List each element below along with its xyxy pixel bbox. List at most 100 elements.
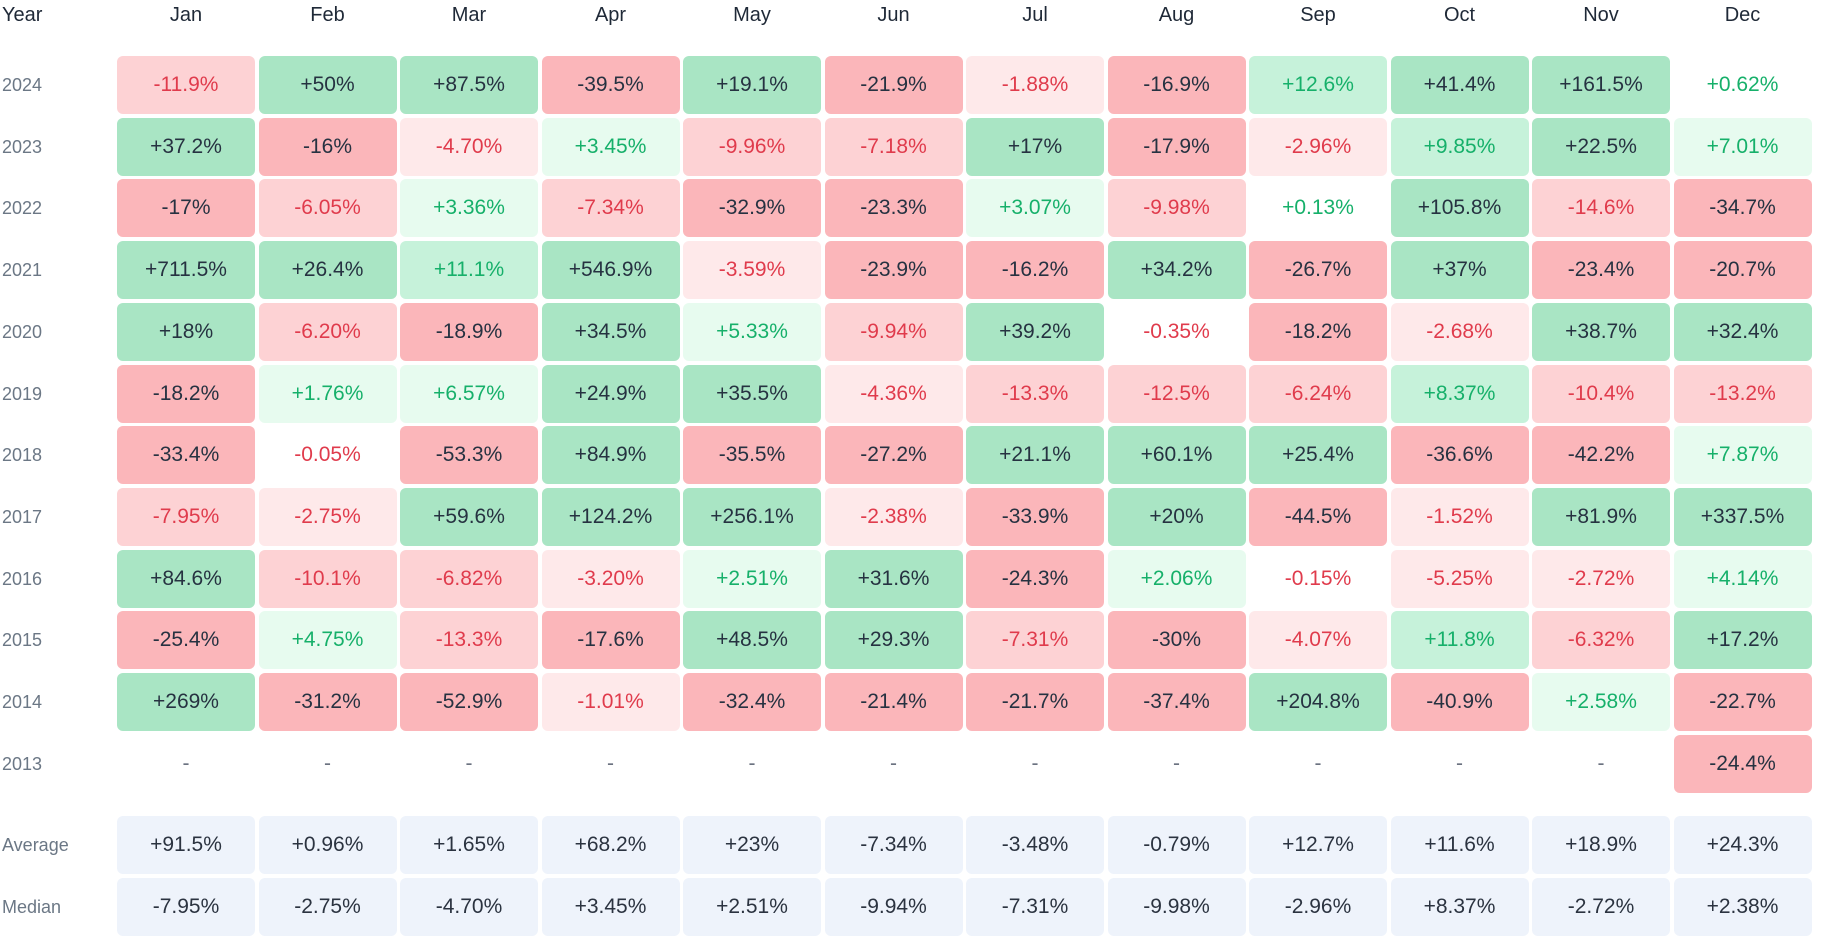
- year-label-2019: 2019: [2, 383, 43, 404]
- year-label-2017: 2017: [2, 506, 43, 527]
- summary-cell-median-feb: -2.75%: [258, 877, 397, 936]
- return-cell-2020-dec: +32.4%: [1673, 302, 1812, 361]
- summary-cell-average-jan: +91.5%: [117, 816, 255, 874]
- year-label-2023: 2023: [2, 136, 43, 157]
- return-cell-2018-feb: -0.05%: [258, 426, 397, 485]
- return-cell-2023-feb: -16%: [258, 117, 397, 176]
- return-cell-2024-sep: +12.6%: [1249, 56, 1387, 114]
- return-cell-2022-jun: -23.3%: [824, 179, 963, 238]
- return-cell-2020-jun: -9.94%: [824, 302, 963, 361]
- return-cell-2015-mar: -13.3%: [400, 611, 538, 670]
- return-cell-2024-nov: +161.5%: [1532, 56, 1670, 114]
- return-cell-2020-aug: -0.35%: [1107, 302, 1246, 361]
- summary-cell-median-aug: -9.98%: [1107, 877, 1246, 936]
- return-cell-2023-aug: -17.9%: [1107, 117, 1246, 176]
- year-label-2022: 2022: [2, 198, 43, 219]
- return-cell-2016-feb: -10.1%: [258, 549, 397, 608]
- return-cell-2018-jan: -33.4%: [117, 426, 255, 485]
- return-cell-2019-oct: +8.37%: [1390, 364, 1529, 423]
- return-cell-2014-oct: -40.9%: [1390, 673, 1529, 731]
- return-cell-2022-feb: -6.05%: [258, 179, 397, 238]
- month-header-jul: Jul: [1022, 4, 1048, 26]
- return-cell-2017-jan: -7.95%: [117, 487, 255, 546]
- return-cell-2017-oct: -1.52%: [1390, 487, 1529, 546]
- summary-cell-median-nov: -2.72%: [1532, 877, 1670, 936]
- return-cell-2013-aug: -: [1173, 751, 1180, 775]
- year-label-2014: 2014: [2, 692, 43, 712]
- return-cell-2021-feb: +26.4%: [258, 241, 397, 300]
- return-cell-2020-nov: +38.7%: [1532, 302, 1670, 361]
- return-cell-2014-jul: -21.7%: [966, 673, 1104, 731]
- return-cell-2023-dec: +7.01%: [1673, 117, 1812, 176]
- summary-cell-median-jul: -7.31%: [966, 877, 1104, 936]
- return-cell-2019-jun: -4.36%: [824, 364, 963, 423]
- return-cell-2024-mar: +87.5%: [400, 56, 538, 114]
- year-label-2016: 2016: [2, 568, 43, 589]
- return-cell-2018-aug: +60.1%: [1107, 426, 1246, 485]
- return-cell-2016-mar: -6.82%: [400, 549, 538, 608]
- return-cell-2017-mar: +59.6%: [400, 487, 538, 546]
- return-cell-2020-oct: -2.68%: [1390, 302, 1529, 361]
- return-cell-2013-nov: -: [1597, 751, 1605, 775]
- return-cell-2021-apr: +546.9%: [541, 241, 680, 300]
- return-cell-2021-jan: +711.5%: [117, 241, 255, 300]
- return-cell-2024-jul: -1.88%: [966, 56, 1104, 114]
- summary-cell-average-mar: +1.65%: [400, 816, 538, 874]
- return-cell-2019-sep: -6.24%: [1249, 364, 1387, 423]
- return-cell-2017-may: +256.1%: [683, 487, 821, 546]
- return-cell-2016-jan: +84.6%: [117, 549, 255, 608]
- return-cell-2024-jun: -21.9%: [824, 56, 963, 114]
- return-cell-2019-jan: -18.2%: [117, 364, 255, 423]
- return-cell-2023-jan: +37.2%: [117, 117, 255, 176]
- return-cell-2017-sep: -44.5%: [1249, 487, 1387, 546]
- return-cell-2016-oct: -5.25%: [1390, 549, 1529, 608]
- return-cell-2015-aug: -30%: [1107, 611, 1246, 670]
- return-cell-2022-nov: -14.6%: [1532, 179, 1670, 238]
- return-cell-2013-oct: -: [1456, 751, 1463, 775]
- return-cell-2020-jan: +18%: [117, 302, 255, 361]
- return-cell-2016-jun: +31.6%: [824, 549, 963, 608]
- return-cell-2019-feb: +1.76%: [258, 364, 397, 423]
- return-cell-2018-sep: +25.4%: [1249, 426, 1387, 485]
- return-cell-2023-apr: +3.45%: [541, 117, 680, 176]
- summary-cell-average-sep: +12.7%: [1249, 816, 1387, 874]
- return-cell-2016-nov: -2.72%: [1532, 549, 1670, 608]
- return-cell-2022-oct: +105.8%: [1390, 179, 1529, 238]
- return-cell-2015-jul: -7.31%: [966, 611, 1104, 670]
- return-cell-2017-dec: +337.5%: [1673, 487, 1812, 546]
- return-cell-2015-dec: +17.2%: [1673, 611, 1812, 670]
- return-cell-2017-aug: +20%: [1107, 487, 1246, 546]
- return-cell-2020-apr: +34.5%: [541, 302, 680, 361]
- return-cell-2016-jul: -24.3%: [966, 549, 1104, 608]
- return-cell-2023-oct: +9.85%: [1390, 117, 1529, 176]
- summary-cell-average-dec: +24.3%: [1673, 816, 1812, 874]
- return-cell-2019-may: +35.5%: [683, 364, 821, 423]
- month-header-oct: Oct: [1443, 4, 1476, 26]
- return-cell-2019-aug: -12.5%: [1107, 364, 1246, 423]
- return-cell-2023-jun: -7.18%: [824, 117, 963, 176]
- summary-cell-median-mar: -4.70%: [400, 877, 538, 936]
- return-cell-2024-may: +19.1%: [683, 56, 821, 114]
- summary-cell-average-jul: -3.48%: [966, 816, 1104, 874]
- return-cell-2022-mar: +3.36%: [400, 179, 538, 238]
- return-cell-2024-aug: -16.9%: [1107, 56, 1246, 114]
- return-cell-2018-oct: -36.6%: [1390, 426, 1529, 485]
- return-cell-2013-jan: -: [182, 751, 190, 775]
- return-cell-2016-sep: -0.15%: [1249, 549, 1387, 608]
- return-cell-2021-sep: -26.7%: [1249, 241, 1387, 300]
- return-cell-2014-may: -32.4%: [683, 673, 821, 731]
- return-cell-2023-jul: +17%: [966, 117, 1104, 176]
- month-header-nov: Nov: [1583, 4, 1619, 26]
- return-cell-2023-nov: +22.5%: [1532, 117, 1670, 176]
- return-cell-2019-nov: -10.4%: [1532, 364, 1670, 423]
- summary-cell-median-oct: +8.37%: [1390, 877, 1529, 936]
- return-cell-2023-may: -9.96%: [683, 117, 821, 176]
- year-label-2018: 2018: [2, 445, 43, 466]
- return-cell-2024-oct: +41.4%: [1390, 56, 1529, 114]
- month-header-sep: Sep: [1300, 4, 1336, 26]
- summary-cell-average-aug: -0.79%: [1107, 816, 1246, 874]
- return-cell-2021-dec: -20.7%: [1673, 241, 1812, 300]
- return-cell-2021-jun: -23.9%: [824, 241, 963, 300]
- summary-cell-average-jun: -7.34%: [824, 816, 963, 874]
- return-cell-2017-nov: +81.9%: [1532, 487, 1670, 546]
